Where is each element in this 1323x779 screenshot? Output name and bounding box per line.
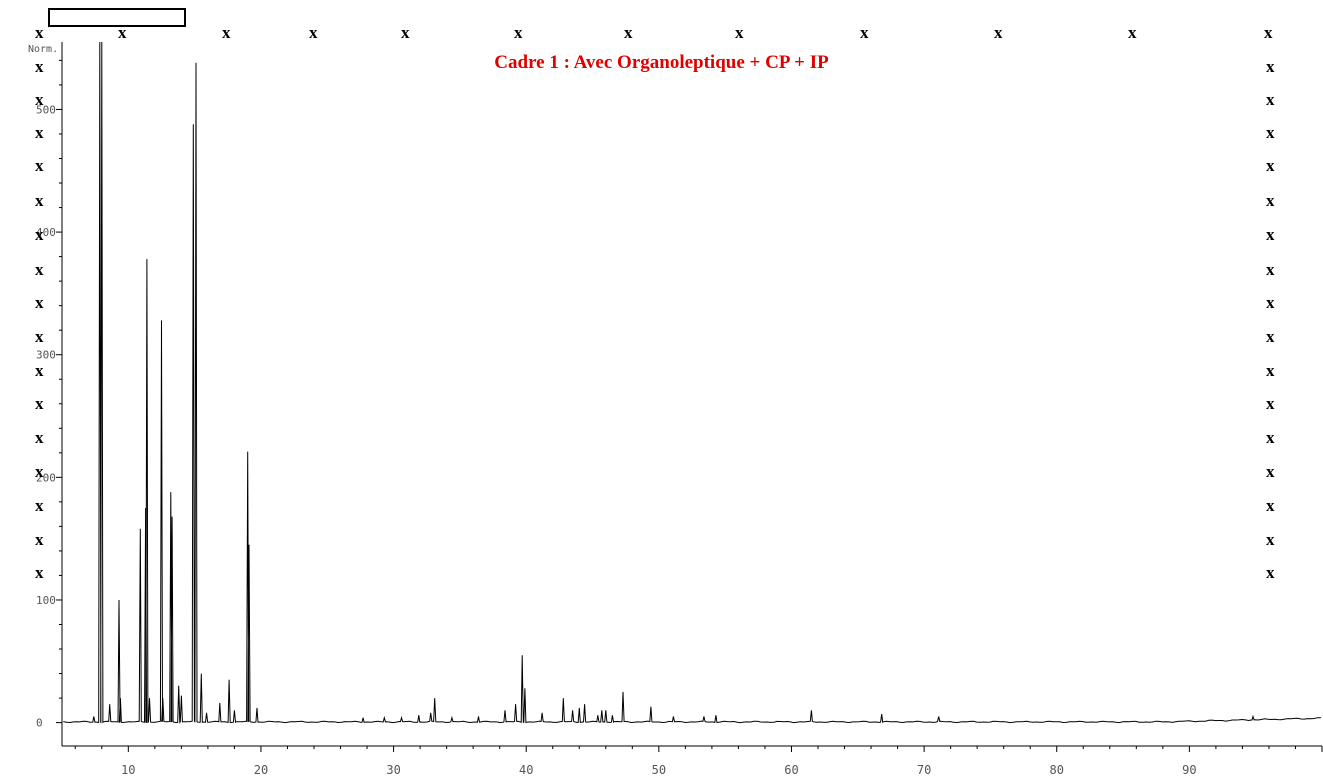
x-marker: x [35,123,44,142]
y-tick-label: 200 [36,471,56,484]
x-tick-label: 40 [519,763,533,777]
y-axis-label: Norm. [28,44,58,55]
x-marker: x [1266,496,1275,515]
chromatogram-trace [63,41,1321,724]
x-marker: x [35,90,44,109]
x-marker: x [35,496,44,515]
x-marker: x [1266,428,1275,447]
x-marker: x [735,23,744,42]
x-marker: x [401,23,410,42]
x-tick-label: 90 [1182,763,1196,777]
x-marker: x [1264,23,1273,42]
x-marker: x [1266,293,1275,312]
x-marker: x [624,23,633,42]
x-marker: x [514,23,523,42]
x-marker: x [35,191,44,210]
x-marker: x [1266,156,1275,175]
x-marker: x [35,156,44,175]
x-tick-label: 60 [784,763,798,777]
y-tick-label: 0 [36,717,43,730]
x-marker: x [1266,462,1275,481]
x-marker: x [860,23,869,42]
x-marker: x [222,23,231,42]
x-tick-label: 80 [1050,763,1064,777]
x-marker: x [1266,563,1275,582]
x-marker: x [1128,23,1137,42]
x-marker: x [1266,361,1275,380]
y-tick-label: 300 [36,349,56,362]
x-marker: x [1266,530,1275,549]
x-tick-label: 70 [917,763,931,777]
x-marker: x [35,361,44,380]
x-marker: x [309,23,318,42]
x-marker: x [35,23,44,42]
x-tick-label: 10 [121,763,135,777]
x-marker: x [1266,90,1275,109]
x-marker: x [35,394,44,413]
x-tick-label: 20 [254,763,268,777]
x-marker: x [1266,225,1275,244]
x-marker: x [994,23,1003,42]
x-marker: x [35,462,44,481]
x-marker: x [1266,394,1275,413]
x-marker: x [35,327,44,346]
x-marker: x [35,428,44,447]
frame-label-box [48,8,186,27]
x-marker: x [35,530,44,549]
x-marker: x [1266,123,1275,142]
chart-title: Cadre 1 : Avec Organoleptique + CP + IP [494,52,829,73]
x-marker: x [1266,260,1275,279]
x-marker: x [35,57,44,76]
y-tick-label: 400 [36,226,56,239]
y-tick-label: 500 [36,103,56,116]
x-marker: x [35,293,44,312]
x-marker: x [118,23,127,42]
x-marker: x [35,563,44,582]
x-tick-label: 50 [652,763,666,777]
x-tick-label: 30 [386,763,400,777]
y-tick-label: 100 [36,594,56,607]
x-marker: x [1266,57,1275,76]
x-marker: x [35,225,44,244]
x-marker: x [35,260,44,279]
x-marker: x [1266,191,1275,210]
x-marker: x [1266,327,1275,346]
